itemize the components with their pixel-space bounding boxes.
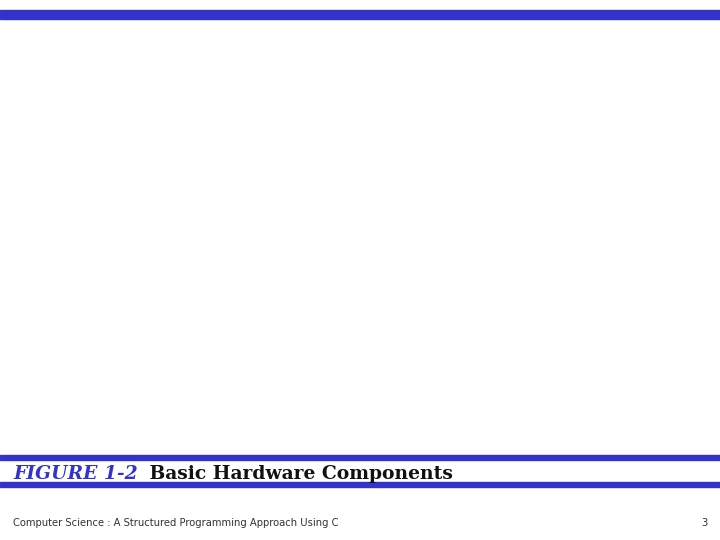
Text: Computer Science : A Structured Programming Approach Using C: Computer Science : A Structured Programm… — [13, 518, 338, 528]
Bar — [0, 455, 720, 460]
Bar — [0, 482, 720, 487]
Text: Basic Hardware Components: Basic Hardware Components — [143, 465, 453, 483]
Text: 3: 3 — [701, 518, 707, 528]
Text: FIGURE 1-2: FIGURE 1-2 — [13, 465, 138, 483]
Bar — [0, 10, 720, 19]
